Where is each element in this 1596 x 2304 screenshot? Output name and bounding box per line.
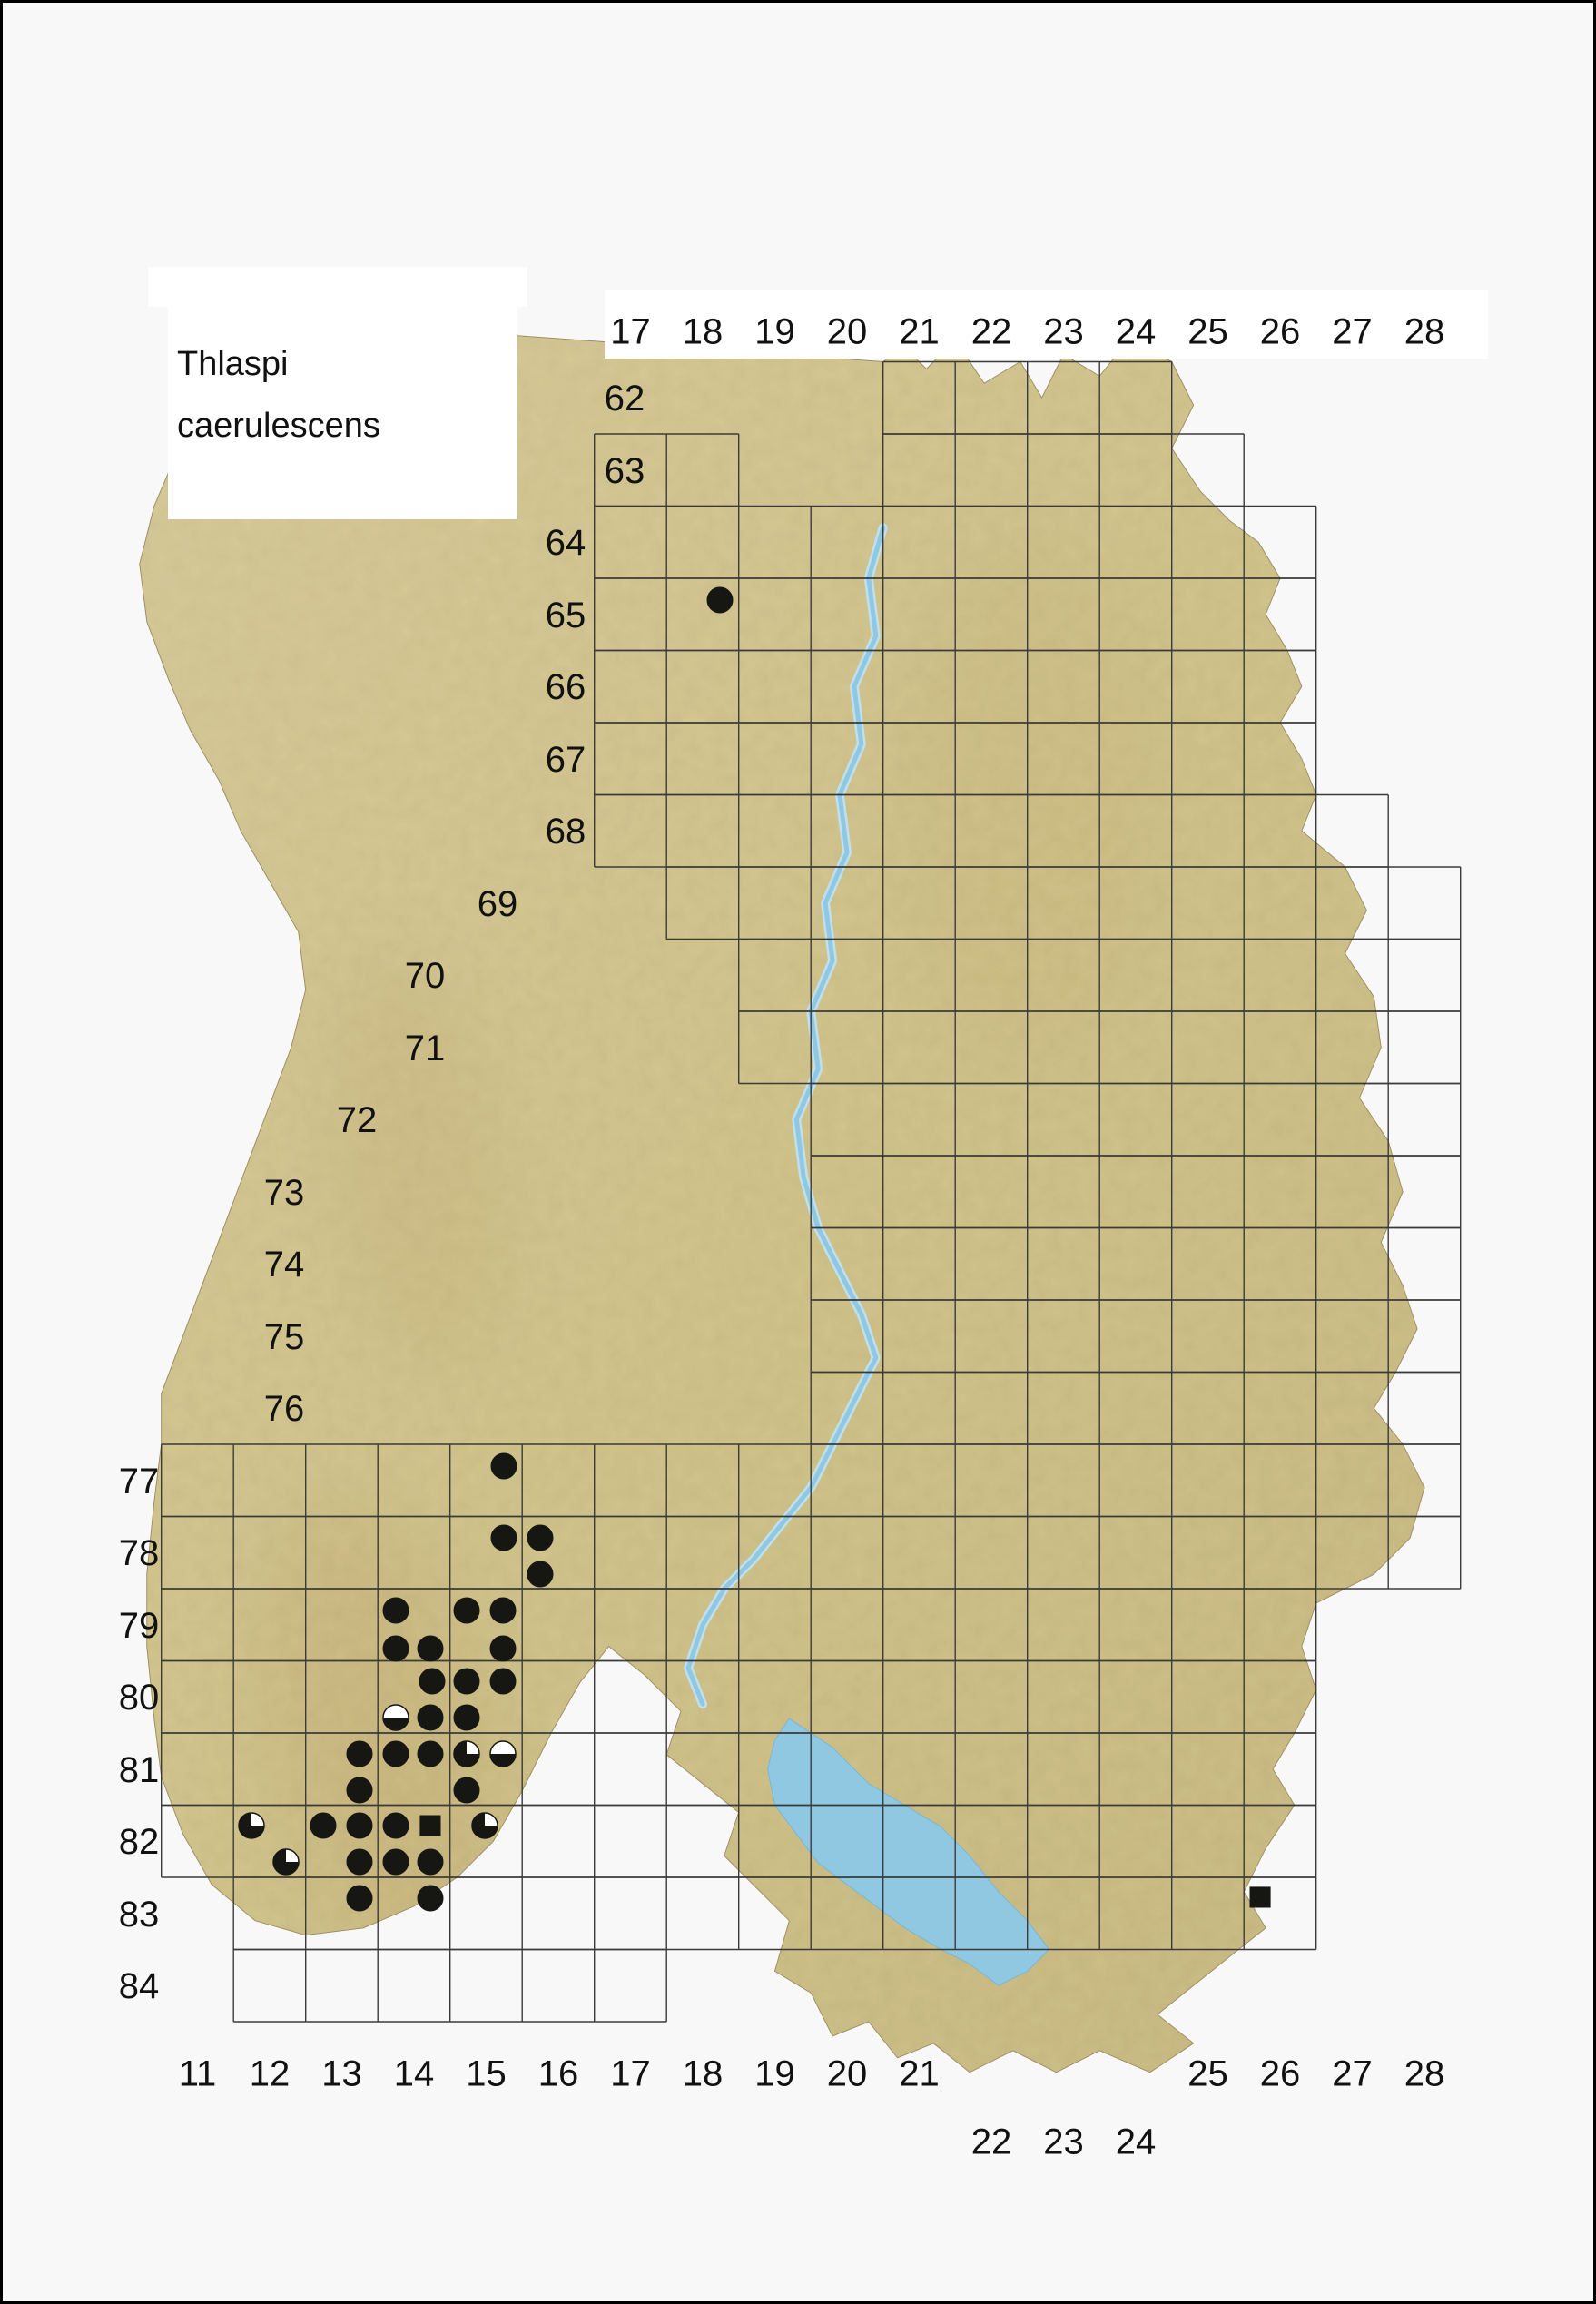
svg-text:20: 20 [827, 2054, 868, 2094]
svg-text:66: 66 [546, 667, 586, 707]
svg-text:12: 12 [250, 2054, 291, 2094]
svg-text:25: 25 [1187, 312, 1228, 352]
svg-text:81: 81 [119, 1750, 160, 1790]
svg-text:80: 80 [119, 1678, 160, 1718]
svg-text:17: 17 [610, 2054, 651, 2094]
svg-text:20: 20 [827, 312, 868, 352]
svg-text:14: 14 [394, 2054, 435, 2094]
svg-text:22: 22 [971, 2122, 1012, 2162]
svg-text:caerulescens: caerulescens [177, 407, 380, 445]
svg-text:74: 74 [264, 1245, 305, 1285]
svg-text:26: 26 [1260, 2054, 1301, 2094]
svg-text:73: 73 [264, 1173, 305, 1213]
svg-text:19: 19 [754, 2054, 795, 2094]
svg-text:23: 23 [1043, 2122, 1084, 2162]
svg-text:65: 65 [546, 596, 586, 635]
svg-text:62: 62 [605, 379, 645, 418]
svg-text:22: 22 [971, 312, 1012, 352]
svg-text:63: 63 [605, 451, 645, 491]
svg-text:11: 11 [179, 2054, 217, 2094]
svg-text:67: 67 [546, 740, 586, 780]
svg-text:28: 28 [1404, 2054, 1445, 2094]
svg-text:84: 84 [119, 1966, 160, 2006]
svg-text:69: 69 [478, 884, 518, 924]
svg-text:82: 82 [119, 1822, 160, 1862]
svg-text:23: 23 [1043, 312, 1084, 352]
svg-text:71: 71 [405, 1029, 446, 1068]
svg-text:27: 27 [1332, 2054, 1373, 2094]
svg-text:70: 70 [405, 956, 446, 996]
svg-text:25: 25 [1187, 2054, 1228, 2094]
svg-text:76: 76 [264, 1389, 305, 1429]
svg-text:Thlaspi: Thlaspi [177, 345, 289, 383]
svg-text:18: 18 [683, 2054, 724, 2094]
svg-text:19: 19 [754, 312, 795, 352]
svg-text:68: 68 [546, 812, 586, 852]
svg-text:24: 24 [1116, 2122, 1157, 2162]
svg-text:13: 13 [321, 2054, 362, 2094]
svg-text:15: 15 [466, 2054, 507, 2094]
svg-text:79: 79 [119, 1606, 160, 1646]
svg-text:18: 18 [683, 312, 724, 352]
svg-text:16: 16 [538, 2054, 579, 2094]
svg-text:72: 72 [337, 1100, 378, 1140]
svg-text:75: 75 [264, 1317, 305, 1357]
svg-text:77: 77 [119, 1462, 160, 1502]
svg-text:64: 64 [546, 523, 586, 563]
svg-text:78: 78 [119, 1533, 160, 1573]
svg-text:27: 27 [1332, 312, 1373, 352]
svg-text:24: 24 [1116, 312, 1157, 352]
svg-text:26: 26 [1260, 312, 1301, 352]
svg-text:21: 21 [899, 2054, 940, 2094]
svg-text:83: 83 [119, 1895, 160, 1935]
svg-text:17: 17 [610, 312, 651, 352]
svg-text:28: 28 [1404, 312, 1445, 352]
svg-text:21: 21 [899, 312, 940, 352]
